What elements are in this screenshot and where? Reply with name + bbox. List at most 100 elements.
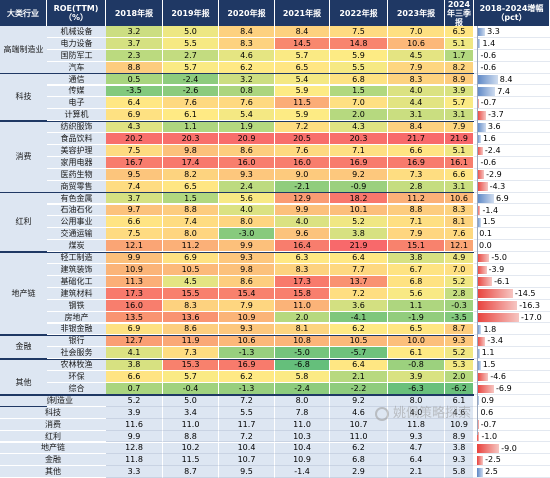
roe-cell: 6.5 [163,180,219,193]
change-label: -16.3 [519,300,540,310]
roe-cell: 1.1 [163,121,219,134]
roe-cell: 21.9 [330,240,388,253]
roe-cell: 16.7 [106,156,163,169]
group-column-header: 大类行业 [0,0,47,26]
change-cell [474,85,550,98]
group-label: 科技 [0,73,47,122]
industry-name: 通信 [47,73,106,86]
summary-name: 消费 [0,418,106,431]
roe-cell: 7.9 [445,121,474,134]
roe-cell: 6.6 [106,216,163,229]
industry-name: 电力设备 [47,37,106,50]
change-cell [474,323,550,336]
group-label: 其他 [0,359,47,407]
change-label: -6.1 [494,276,510,286]
roe-cell: 4.3 [106,121,163,134]
change-bar [477,384,495,394]
roe-cell: 6.1 [163,109,219,122]
roe-cell: 5.2 [330,216,388,229]
change-label: 1.5 [482,360,496,370]
roe-cell: 6.8 [330,73,388,86]
roe-cell: 2.7 [163,49,219,62]
industry-name: 机械设备 [47,26,106,38]
change-label: -0.7 [480,98,497,108]
roe-cell: 10.3 [275,430,330,443]
summary-separator [0,394,474,396]
roe-cell: 4.6 [330,406,388,419]
roe-cell: 4.5 [163,275,219,288]
roe-cell: 6.5 [445,26,474,38]
roe-cell: 5.2 [106,394,163,407]
group-label: 地产链 [0,252,47,336]
change-cell [474,216,550,229]
change-bar [477,39,481,49]
roe-cell: 11.2 [163,240,219,253]
roe-cell: 14.5 [275,37,330,50]
change-cell [474,168,550,181]
roe-cell: 7.0 [445,264,474,276]
roe-cell: -0.3 [445,299,474,312]
roe-cell: 20.3 [330,133,388,145]
roe-cell: 11.5 [275,97,330,110]
roe-cell: 9.0 [275,168,330,181]
roe-cell: 5.0 [163,26,219,38]
change-cell [474,264,550,276]
roe-cell: 11.0 [275,418,330,431]
roe-cell: -3.0 [219,228,275,241]
change-axis [477,26,478,435]
industry-name: 医药生物 [47,168,106,181]
change-label: 1.5 [482,217,496,227]
change-label: -6.9 [496,384,512,393]
roe-cell: 4.4 [388,97,445,110]
roe-cell: 6.4 [330,252,388,264]
roe-cell: 9.9 [106,252,163,264]
change-label: -0.7 [480,419,497,429]
roe-cell: 9.9 [219,240,275,253]
roe-cell: 21.9 [445,133,474,145]
year-column-header: 2019年报 [163,0,219,26]
summary-name: 其他 [0,466,106,478]
roe-cell: 10.4 [275,442,330,455]
industry-name: 银行 [47,335,106,348]
change-label: 1.8 [483,324,497,334]
roe-cell: 10.1 [330,204,388,217]
roe-cell: 10.6 [219,335,275,348]
change-bar [477,396,480,406]
change-cell [474,97,550,110]
roe-cell: 13.5 [106,311,163,324]
change-bar [477,360,481,370]
industry-name: 综合 [47,383,106,395]
change-label: -2.9 [486,169,502,179]
group-separator [0,73,474,75]
roe-cell: 8.6 [163,323,219,336]
roe-cell: 4.0 [275,216,330,229]
industry-name: 有色金属 [47,192,106,205]
industry-name: 电子 [47,97,106,110]
roe-cell: 4.9 [445,252,474,264]
roe-cell: -1.3 [219,383,275,395]
industry-name: 家用电器 [47,156,106,169]
roe-cell: 13.7 [330,275,388,288]
change-cell [474,335,550,348]
roe-cell: 20.5 [275,133,330,145]
roe-cell: 3.2 [106,26,163,38]
roe-cell: 9.7 [106,204,163,217]
roe-cell: 20.9 [219,133,275,145]
roe-cell: 10.4 [219,442,275,455]
roe-cell: 7.4 [106,180,163,193]
roe-cell: 21.7 [388,133,445,145]
roe-cell: 10.2 [163,442,219,455]
roe-cell: 7.2 [275,121,330,134]
roe-cell: 11.6 [106,418,163,431]
industry-name: 房地产 [47,311,106,324]
roe-cell: 9.5 [219,466,275,478]
roe-cell: 8.7 [445,323,474,336]
roe-cell: -2.1 [275,180,330,193]
roe-cell: -2.4 [163,73,219,86]
group-separator [0,334,474,336]
change-cell [474,359,550,372]
change-label: 1.1 [481,348,495,358]
change-cell [474,371,550,383]
change-cell [474,37,550,50]
